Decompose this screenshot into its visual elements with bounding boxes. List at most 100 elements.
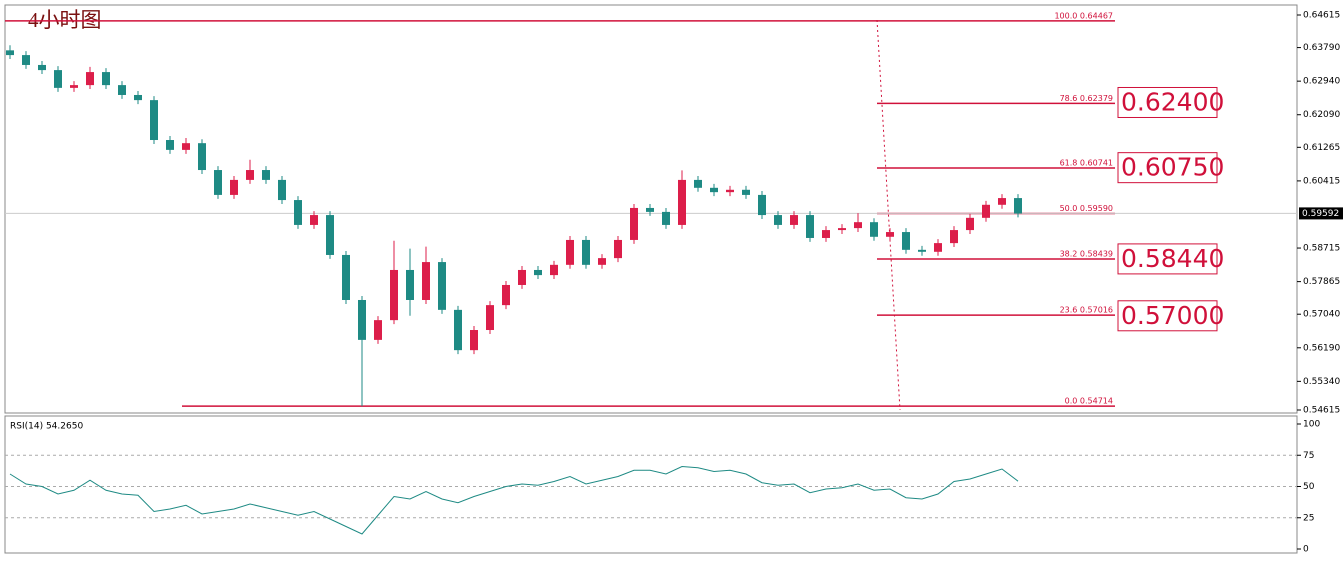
rsi-title: RSI(14) 54.2650 [10, 422, 83, 432]
candle-body [374, 320, 382, 340]
candle-body [870, 222, 878, 237]
y-tick-label: 100 [1303, 420, 1320, 430]
candle-body [566, 239, 574, 265]
price-box-label: 0.62400 [1121, 87, 1224, 116]
candle-body [902, 232, 910, 250]
fib-label: 78.6 0.62379 [1060, 94, 1113, 103]
candle-body [134, 94, 142, 101]
candle-body [390, 269, 398, 321]
y-tick-label: 0.62940 [1303, 77, 1340, 87]
candle-body [326, 215, 334, 255]
candle-body [630, 207, 638, 240]
candle-body [102, 72, 110, 86]
candle-body [454, 309, 462, 351]
y-tick-label: 0.57040 [1303, 310, 1340, 320]
candle-body [502, 284, 510, 306]
candle-body [310, 215, 318, 225]
y-tick-label: 0.56190 [1303, 343, 1340, 353]
candle-body [214, 170, 222, 195]
candle-body [358, 299, 366, 340]
candle-body [998, 198, 1006, 205]
candle-body [582, 239, 590, 265]
price-box-label: 0.58440 [1121, 244, 1224, 273]
candle-body [182, 143, 190, 150]
last-price-tag [1299, 207, 1343, 220]
y-tick-label: 0.57865 [1303, 277, 1340, 287]
candle-body [774, 215, 782, 225]
fib-label: 38.2 0.58439 [1060, 249, 1113, 258]
y-tick-label: 50 [1303, 482, 1315, 492]
price-box [1117, 152, 1218, 184]
candle-body [422, 262, 430, 300]
candle-body [230, 179, 238, 195]
candle-body [166, 140, 174, 150]
y-tick-label: 0.58715 [1303, 244, 1340, 254]
candle-body [710, 187, 718, 193]
y-tick-label: 0.60415 [1303, 176, 1340, 186]
fib-label: 100.0 0.64467 [1054, 11, 1113, 20]
fib-label: 61.8 0.60741 [1060, 159, 1113, 168]
candle-body [294, 200, 302, 225]
chart-title: 4小时图 [28, 8, 102, 32]
candle-body [150, 100, 158, 141]
y-tick-label: 0.55340 [1303, 377, 1340, 387]
y-tick-label: 75 [1303, 451, 1314, 461]
candle-body [262, 170, 270, 180]
fib-label: 23.6 0.57016 [1060, 306, 1113, 315]
candle-body [918, 249, 926, 252]
candle-body [470, 330, 478, 351]
price-box [1117, 300, 1218, 332]
main-panel [4, 4, 1298, 414]
candle-body [806, 215, 814, 238]
candle-body [966, 217, 974, 231]
y-tick-label: 0.61265 [1303, 143, 1340, 153]
candle-body [982, 204, 990, 218]
candle-body [614, 239, 622, 259]
candle-body [838, 228, 846, 231]
candle-body [38, 64, 46, 71]
candle-body [278, 179, 286, 201]
candle-body [694, 179, 702, 188]
candle-body [438, 262, 446, 310]
candle-body [790, 215, 798, 225]
candle-body [742, 189, 750, 195]
y-tick-label: 0.64615 [1303, 10, 1340, 20]
candle-body [198, 143, 206, 171]
price-box-label: 0.57000 [1121, 301, 1224, 330]
y-tick-label: 0.63790 [1303, 43, 1340, 53]
candle-body [86, 72, 94, 86]
y-tick-label: 0 [1303, 545, 1309, 555]
candle-body [22, 55, 30, 65]
price-box [1117, 86, 1218, 118]
last-price-label: 0.59592 [1302, 209, 1339, 219]
y-tick-label: 0.54615 [1303, 405, 1340, 415]
fib-label: 50.0 0.59590 [1060, 204, 1113, 213]
candle-body [854, 222, 862, 229]
price-box [1117, 243, 1218, 275]
candle-body [758, 194, 766, 216]
candle-body [598, 258, 606, 265]
candle-body [342, 254, 350, 300]
fib-label: 0.0 0.54714 [1065, 397, 1113, 406]
candle-body [662, 211, 670, 225]
candle-body [886, 232, 894, 237]
candle-body [486, 305, 494, 331]
y-tick-label: 25 [1303, 513, 1314, 523]
candle-body [678, 179, 686, 225]
candle-body [646, 207, 654, 212]
candle-body [1014, 198, 1022, 214]
candle-body [246, 170, 254, 180]
candle-body [118, 85, 126, 95]
candle-body [822, 230, 830, 238]
y-tick-label: 0.62090 [1303, 110, 1340, 120]
candle-body [550, 264, 558, 276]
price-box-label: 0.60750 [1121, 153, 1224, 182]
fib-trend-line [876, 19, 901, 411]
rsi-line [9, 465, 1019, 535]
rsi-panel [4, 415, 1298, 554]
candle-body [70, 85, 78, 88]
candle-body [406, 269, 414, 300]
candle-body [54, 70, 62, 88]
candle-body [518, 269, 526, 285]
